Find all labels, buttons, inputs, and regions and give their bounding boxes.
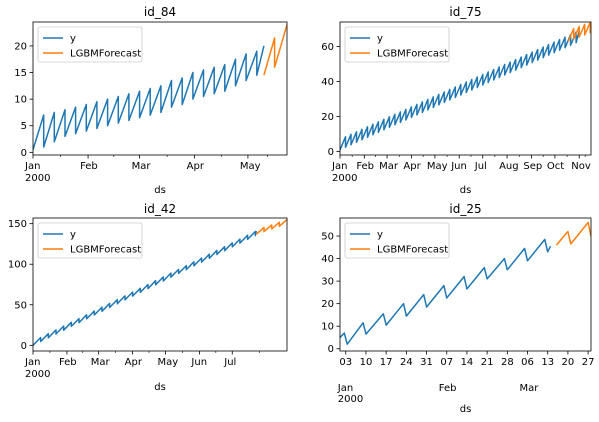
x-axis-label: ds xyxy=(154,382,166,393)
y-tick-label: 0 xyxy=(328,344,334,355)
x-tick-label: Jun xyxy=(450,161,467,172)
legend-label: y xyxy=(70,34,76,45)
x-tick-label: Sep xyxy=(523,161,542,172)
x-tick-label: 21 xyxy=(481,357,494,368)
x-tick-label: Jul xyxy=(474,161,487,172)
x-tick-sublabel: 2000 xyxy=(25,369,50,380)
x-tick-label: 06 xyxy=(521,357,534,368)
x-tick-label: Mar xyxy=(379,161,399,172)
x-tick-label: Feb xyxy=(80,161,98,172)
x-tick-label: Jan xyxy=(24,357,40,368)
subplot-title: id_75 xyxy=(449,5,481,19)
y-tick-label: 15 xyxy=(14,68,27,79)
series-line-y xyxy=(340,238,552,345)
x-tick-label: 20 xyxy=(562,357,575,368)
series-line-lgbmforecast xyxy=(555,221,591,246)
y-tick-label: 10 xyxy=(14,95,27,106)
y-tick-label: 100 xyxy=(8,260,27,271)
axes-frame xyxy=(339,217,592,352)
y-tick-label: 40 xyxy=(321,77,334,88)
x-tick-label: Feb xyxy=(356,161,374,172)
series-line-y xyxy=(340,30,580,151)
legend-label: LGBMForecast xyxy=(377,245,448,256)
x-axis-label: ds xyxy=(154,185,166,196)
legend-box xyxy=(37,222,143,259)
x-tick-sublabel: 2000 xyxy=(332,173,357,184)
x-tick-label: May xyxy=(240,161,261,172)
legend-label: y xyxy=(377,230,383,241)
series-line-lgbmforecast xyxy=(255,219,287,235)
y-tick-label: 0 xyxy=(328,147,334,158)
x-tick-label: Nov xyxy=(571,161,591,172)
legend-label: LGBMForecast xyxy=(70,49,141,60)
legend-box xyxy=(344,26,450,63)
x-tick-label: May xyxy=(157,357,178,368)
legend-label: y xyxy=(377,34,383,45)
x-tick-label: 14 xyxy=(461,357,474,368)
subplot-title: id_25 xyxy=(449,202,481,216)
y-tick-label: 50 xyxy=(321,232,334,243)
x-tick-label: 07 xyxy=(440,357,453,368)
y-tick-label: 0 xyxy=(21,341,27,352)
x-tick-sublabel: Mar xyxy=(520,383,540,394)
legend-box xyxy=(37,26,143,63)
x-tick-label: 10 xyxy=(360,357,373,368)
y-tick-label: 20 xyxy=(321,112,334,123)
y-tick-label: 150 xyxy=(8,219,27,230)
axes-frame xyxy=(32,217,288,352)
x-tick-label: Feb xyxy=(59,357,77,368)
y-tick-label: 5 xyxy=(21,121,27,132)
y-tick-label: 60 xyxy=(321,42,334,53)
x-tick-sublabel: 2000 xyxy=(338,394,363,405)
x-axis-label: ds xyxy=(460,404,472,415)
x-tick-label: 13 xyxy=(541,357,554,368)
x-tick-label: Apr xyxy=(403,161,421,172)
y-tick-label: 10 xyxy=(321,322,334,333)
x-tick-label: Apr xyxy=(125,357,143,368)
axes-frame xyxy=(339,21,592,156)
x-tick-label: Mar xyxy=(132,161,152,172)
x-tick-label: 31 xyxy=(420,357,433,368)
series-line-lgbmforecast xyxy=(263,24,287,76)
y-tick-label: 20 xyxy=(14,41,27,52)
x-tick-label: 28 xyxy=(501,357,514,368)
x-tick-label: 24 xyxy=(400,357,413,368)
x-tick-sublabel: Jan xyxy=(337,383,353,394)
x-tick-label: Jul xyxy=(223,357,236,368)
x-tick-label: Apr xyxy=(187,161,205,172)
y-tick-label: 20 xyxy=(321,299,334,310)
axes-frame xyxy=(32,21,288,156)
x-tick-label: May xyxy=(427,161,448,172)
legend-box xyxy=(344,222,450,259)
y-tick-label: 50 xyxy=(14,300,27,311)
x-tick-label: Aug xyxy=(499,161,519,172)
series-line-y xyxy=(33,45,265,150)
legend-label: y xyxy=(70,230,76,241)
x-tick-label: Jan xyxy=(24,161,40,172)
x-tick-label: Jan xyxy=(331,161,347,172)
x-tick-label: Oct xyxy=(547,161,564,172)
subplot-title: id_84 xyxy=(144,5,176,19)
x-tick-label: Mar xyxy=(91,357,111,368)
legend-label: LGBMForecast xyxy=(70,245,141,256)
series-line-lgbmforecast xyxy=(567,22,591,42)
subplot-title: id_42 xyxy=(144,202,176,216)
y-tick-label: 30 xyxy=(321,277,334,288)
x-tick-sublabel: Feb xyxy=(439,383,457,394)
y-tick-label: 0 xyxy=(21,148,27,159)
x-axis-label: ds xyxy=(460,185,472,196)
x-tick-label: 17 xyxy=(380,357,393,368)
x-tick-sublabel: 2000 xyxy=(25,173,50,184)
x-tick-label: Jun xyxy=(190,357,207,368)
legend-label: LGBMForecast xyxy=(377,49,448,60)
x-tick-label: 27 xyxy=(582,357,595,368)
x-tick-label: 03 xyxy=(339,357,352,368)
series-line-y xyxy=(33,230,258,346)
y-tick-label: 40 xyxy=(321,254,334,265)
